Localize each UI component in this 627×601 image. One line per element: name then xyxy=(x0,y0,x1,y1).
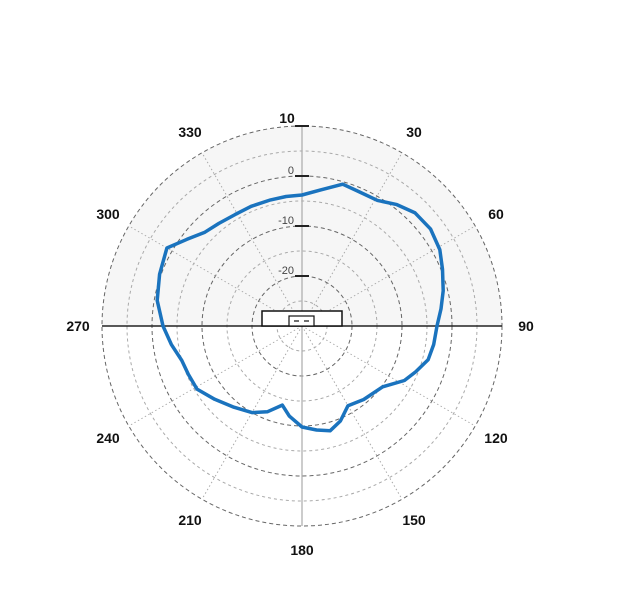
radial-ticks xyxy=(295,125,309,277)
angle-tick-label: 210 xyxy=(178,512,202,528)
grid-spoke xyxy=(301,152,403,327)
angle-tick-label: 270 xyxy=(66,318,90,334)
angle-tick-labels: 30 60 90 120 150 180 210 240 270 300 330 xyxy=(66,124,534,558)
angle-tick-label: 120 xyxy=(484,430,508,446)
radial-tick-label: 0 xyxy=(288,165,294,177)
angle-tick-label: 150 xyxy=(402,512,426,528)
grid-spoke xyxy=(128,225,303,327)
grid-spoke xyxy=(301,325,403,500)
series-line xyxy=(155,182,445,433)
angle-tick-label: 30 xyxy=(406,124,422,140)
grid-spoke xyxy=(301,225,476,327)
angle-tick-label: 300 xyxy=(96,206,120,222)
angle-tick-label: 180 xyxy=(290,542,314,558)
angular-grid xyxy=(128,152,476,500)
grid-spoke xyxy=(301,325,476,427)
radial-tick-label: -20 xyxy=(278,265,294,277)
angle-tick-label: 240 xyxy=(96,430,120,446)
radial-tick-label: -10 xyxy=(278,215,294,227)
radial-tick-label: 10 xyxy=(279,110,295,126)
angle-tick-label: 90 xyxy=(518,318,534,334)
grid-spoke xyxy=(128,325,303,427)
grid-spoke xyxy=(201,152,303,327)
device-icon xyxy=(261,310,343,327)
angle-tick-label: 60 xyxy=(488,206,504,222)
angle-tick-label: 330 xyxy=(178,124,202,140)
radial-tick-labels: 10 0 -10 -20 xyxy=(278,110,295,277)
